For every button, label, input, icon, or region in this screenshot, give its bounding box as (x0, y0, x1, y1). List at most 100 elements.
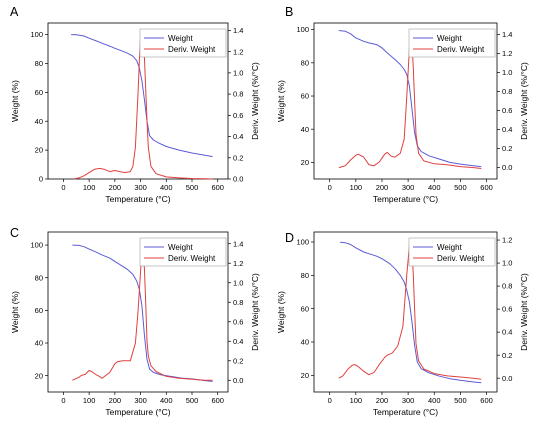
panel-label: A (10, 5, 19, 19)
y2-tick-label: 1.2 (233, 259, 243, 268)
y-tick-label: 0 (39, 175, 43, 184)
x-axis-title: Temperature (°C) (105, 194, 170, 204)
y2-tick-label: 0.6 (233, 111, 243, 120)
legend-entry: Weight (168, 34, 194, 43)
y2-tick-label: 0.8 (233, 298, 243, 307)
x-tick-label: 100 (83, 396, 96, 405)
y2-tick-label: 0.2 (233, 356, 243, 365)
x-tick-label: 600 (480, 396, 493, 405)
legend-entry: Weight (437, 243, 463, 252)
legend-box (139, 28, 227, 58)
plot-frame (47, 231, 229, 393)
y2-axis-title: Deriv. Weight (%/°C) (250, 273, 260, 351)
y2-axis-title: Deriv. Weight (%/°C) (519, 62, 529, 140)
x-tick-label: 500 (454, 183, 467, 192)
deriv-weight-line (338, 241, 482, 380)
x-tick-label: 200 (109, 396, 122, 405)
y2-tick-label: 1.0 (502, 259, 512, 268)
legend-box (408, 28, 496, 58)
x-axis-title: Temperature (°C) (105, 407, 170, 417)
plot-frame (313, 22, 498, 180)
y2-tick-label: 0.4 (233, 132, 243, 141)
y2-tick-label: 0.8 (502, 87, 512, 96)
x-tick-label: 200 (376, 183, 389, 192)
y2-tick-label: 0.8 (502, 282, 512, 291)
x-tick-label: 300 (134, 183, 147, 192)
y2-tick-label: 0.0 (502, 163, 512, 172)
y-tick-label: 20 (35, 371, 43, 380)
x-tick-label: 100 (350, 183, 363, 192)
y-tick-label: 100 (30, 241, 43, 250)
y-tick-label: 80 (301, 271, 309, 280)
y-tick-label: 20 (301, 158, 309, 167)
x-tick-label: 300 (402, 396, 415, 405)
x-tick-label: 300 (402, 183, 415, 192)
x-tick-label: 500 (186, 183, 199, 192)
x-tick-label: 600 (211, 396, 224, 405)
y-tick-label: 20 (301, 371, 309, 380)
y-tick-label: 40 (35, 117, 43, 126)
legend-entry: Weight (437, 34, 463, 43)
y2-tick-label: 0.0 (233, 175, 243, 184)
y2-tick-label: 1.2 (233, 47, 243, 56)
legend-entry: Deriv. Weight (168, 254, 216, 263)
y2-tick-label: 0.6 (233, 317, 243, 326)
chart-panel-c: C 0 100 200 300 400 500 600 20 40 60 80 100 0.0 0.2 0.4… (10, 226, 260, 417)
y-tick-label: 80 (35, 273, 43, 282)
x-tick-label: 200 (109, 183, 122, 192)
weight-line (338, 30, 482, 168)
y2-tick-label: 0.2 (233, 153, 243, 162)
deriv-weight-line (73, 32, 213, 180)
legend-entry: Weight (168, 243, 194, 252)
x-tick-label: 400 (428, 396, 441, 405)
deriv-weight-line (72, 251, 213, 381)
y2-tick-label: 0.6 (502, 305, 512, 314)
y-tick-label: 40 (35, 339, 43, 348)
panel-label: C (10, 226, 19, 240)
y-axis-title: Weight (%) (10, 80, 20, 122)
y-tick-label: 60 (35, 306, 43, 315)
y-tick-label: 40 (301, 125, 309, 134)
x-tick-label: 0 (328, 396, 332, 405)
x-tick-label: 500 (454, 396, 467, 405)
y2-tick-label: 1.4 (233, 26, 243, 35)
y-tick-label: 20 (35, 146, 43, 155)
y-axis-title: Weight (%) (276, 291, 286, 333)
y-axis-title: Weight (%) (276, 80, 286, 122)
y-tick-label: 60 (301, 92, 309, 101)
plot-frame (47, 22, 229, 180)
legend-box (139, 237, 227, 267)
y2-tick-label: 1.0 (233, 278, 243, 287)
y2-tick-label: 1.4 (233, 239, 243, 248)
y2-axis-title: Deriv. Weight (%/°C) (250, 62, 260, 140)
y2-tick-label: 0.0 (233, 376, 243, 385)
y2-axis-title: Deriv. Weight (%/°C) (519, 273, 529, 351)
x-tick-label: 100 (83, 183, 96, 192)
x-tick-label: 600 (211, 183, 224, 192)
x-tick-label: 500 (186, 396, 199, 405)
x-tick-label: 300 (134, 396, 147, 405)
y-tick-label: 40 (301, 338, 309, 347)
y-tick-label: 80 (35, 59, 43, 68)
y2-tick-label: 0.4 (502, 125, 512, 134)
y2-tick-label: 0.4 (502, 328, 512, 337)
x-tick-label: 0 (328, 183, 332, 192)
legend-entry: Deriv. Weight (168, 45, 216, 54)
legend-entry: Deriv. Weight (437, 45, 485, 54)
x-tick-label: 100 (350, 396, 363, 405)
x-axis-title: Temperature (°C) (373, 407, 438, 417)
y-tick-label: 100 (296, 238, 309, 247)
x-tick-label: 200 (376, 396, 389, 405)
y2-tick-label: 1.4 (502, 30, 512, 39)
y2-tick-label: 1.2 (502, 49, 512, 58)
y2-tick-label: 0.8 (233, 90, 243, 99)
y2-tick-label: 0.2 (502, 144, 512, 153)
y2-tick-label: 1.0 (233, 68, 243, 77)
weight-line (71, 34, 213, 158)
x-axis-title: Temperature (°C) (373, 194, 438, 204)
y-tick-label: 60 (301, 304, 309, 313)
y-tick-label: 100 (30, 30, 43, 39)
x-tick-label: 400 (160, 183, 173, 192)
y2-tick-label: 0.6 (502, 106, 512, 115)
